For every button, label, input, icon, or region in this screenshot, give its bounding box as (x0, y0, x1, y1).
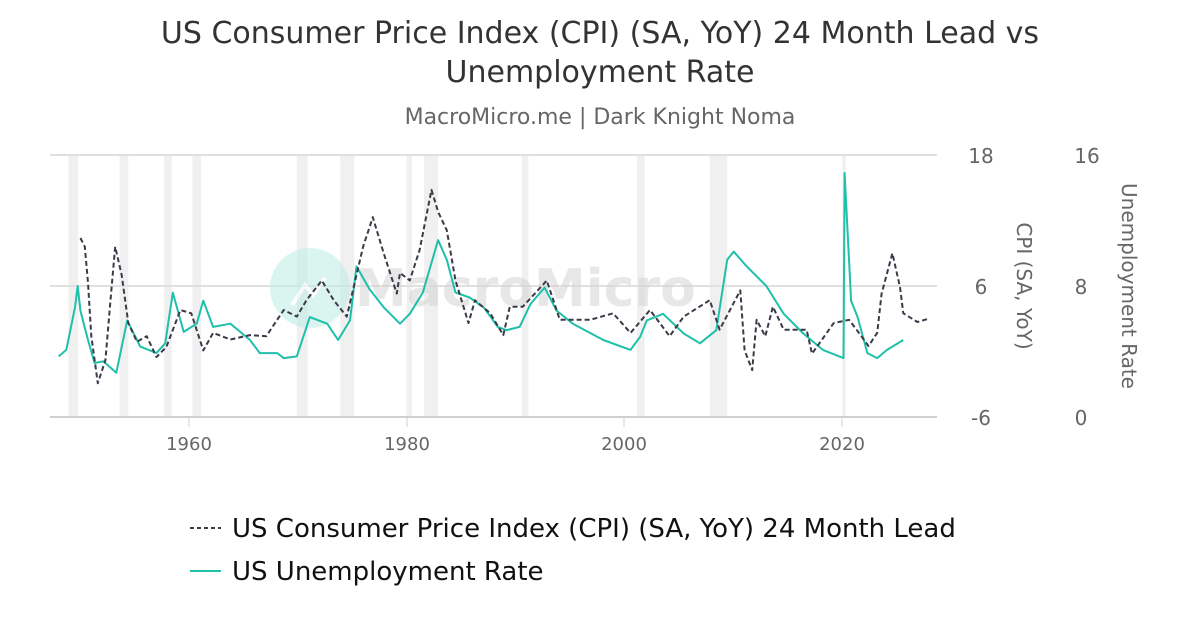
y-left-tick-label: 6 (975, 275, 988, 299)
x-tick-label: 1980 (384, 434, 430, 455)
legend-label: US Unemployment Rate (232, 557, 544, 587)
y-right-tick-label: 16 (1074, 144, 1099, 168)
y-right-axis-title: Unemployment Rate (1117, 183, 1141, 389)
chart-title-line-1: US Consumer Price Index (CPI) (SA, YoY) … (161, 16, 1039, 51)
series-layer (58, 172, 929, 385)
y-left-tick-label: 18 (968, 144, 993, 168)
legend-label: US Consumer Price Index (CPI) (SA, YoY) … (232, 514, 956, 544)
watermark-mountain-icon (290, 276, 327, 307)
series-line-cpi (79, 188, 929, 385)
watermark-text: MacroMicro (355, 259, 696, 319)
y-right-tick-label: 8 (1075, 275, 1088, 299)
chart-title-line-2: Unemployment Rate (446, 55, 755, 90)
watermark: MacroMicro (270, 248, 696, 328)
watermark-logo-icon (270, 248, 350, 328)
chart-subtitle: MacroMicro.me | Dark Knight Noma (405, 105, 796, 130)
legend: US Consumer Price Index (CPI) (SA, YoY) … (190, 514, 956, 587)
x-axis-labels: 1960 1980 2000 2020 (166, 434, 865, 455)
x-tick-label: 2000 (601, 434, 647, 455)
legend-item-unemployment[interactable]: US Unemployment Rate (190, 557, 544, 587)
legend-item-cpi[interactable]: US Consumer Price Index (CPI) (SA, YoY) … (190, 514, 956, 544)
x-tick-label: 2020 (819, 434, 865, 455)
series-line-unemployment (58, 172, 904, 374)
x-tick-label: 1960 (166, 434, 212, 455)
gridlines (50, 154, 937, 427)
y-left-axis-labels: 18 6 -6 CPI (SA, YoY) (968, 144, 1036, 430)
y-left-tick-label: -6 (971, 406, 991, 430)
y-right-axis-labels: 16 8 0 Unemployment Rate (1074, 144, 1141, 430)
y-right-tick-label: 0 (1075, 406, 1088, 430)
y-left-axis-title: CPI (SA, YoY) (1012, 222, 1036, 349)
